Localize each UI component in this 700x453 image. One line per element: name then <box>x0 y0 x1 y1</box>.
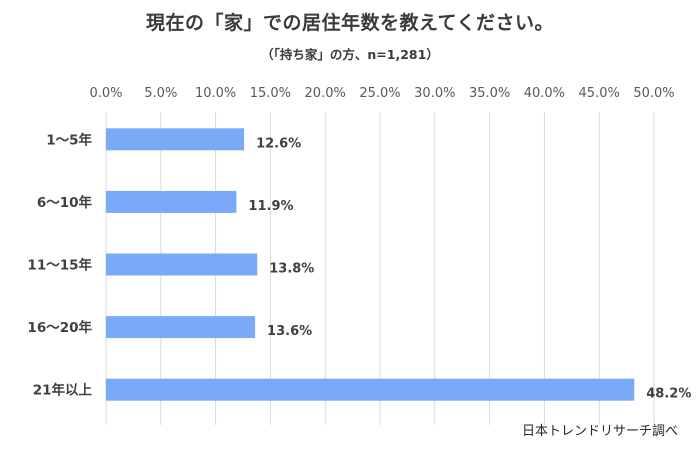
data-label: 13.8% <box>269 262 314 277</box>
bar <box>106 190 237 213</box>
data-label: 48.2% <box>646 387 691 402</box>
bar <box>106 316 256 339</box>
data-label: 11.9% <box>248 199 293 214</box>
x-tick-label: 40.0% <box>524 86 565 101</box>
x-tick-label: 15.0% <box>250 86 291 101</box>
category-label: 1〜5年 <box>46 131 92 148</box>
x-tick-label: 0.0% <box>89 86 122 101</box>
chart-title: 現在の「家」での居住年数を教えてください。 <box>146 12 554 34</box>
data-label: 13.6% <box>267 324 312 339</box>
x-tick-label: 50.0% <box>633 86 674 101</box>
x-tick-label: 10.0% <box>195 86 236 101</box>
category-label: 16〜20年 <box>27 319 92 336</box>
category-label: 21年以上 <box>33 382 93 399</box>
x-tick-label: 20.0% <box>305 86 346 101</box>
bar <box>106 128 245 151</box>
bar <box>106 378 635 401</box>
x-tick-label: 5.0% <box>144 86 177 101</box>
x-tick-label: 30.0% <box>414 86 455 101</box>
data-label: 12.6% <box>256 136 301 151</box>
category-label: 11〜15年 <box>27 257 92 274</box>
bar <box>106 253 258 276</box>
chart-subtitle: （「持ち家」の方、n=1,281） <box>261 47 439 62</box>
category-label: 6〜10年 <box>37 194 93 211</box>
x-tick-label: 25.0% <box>359 86 400 101</box>
x-tick-label: 35.0% <box>469 86 510 101</box>
x-tick-label: 45.0% <box>579 86 620 101</box>
source-note: 日本トレンドリサーチ調べ <box>521 424 678 439</box>
